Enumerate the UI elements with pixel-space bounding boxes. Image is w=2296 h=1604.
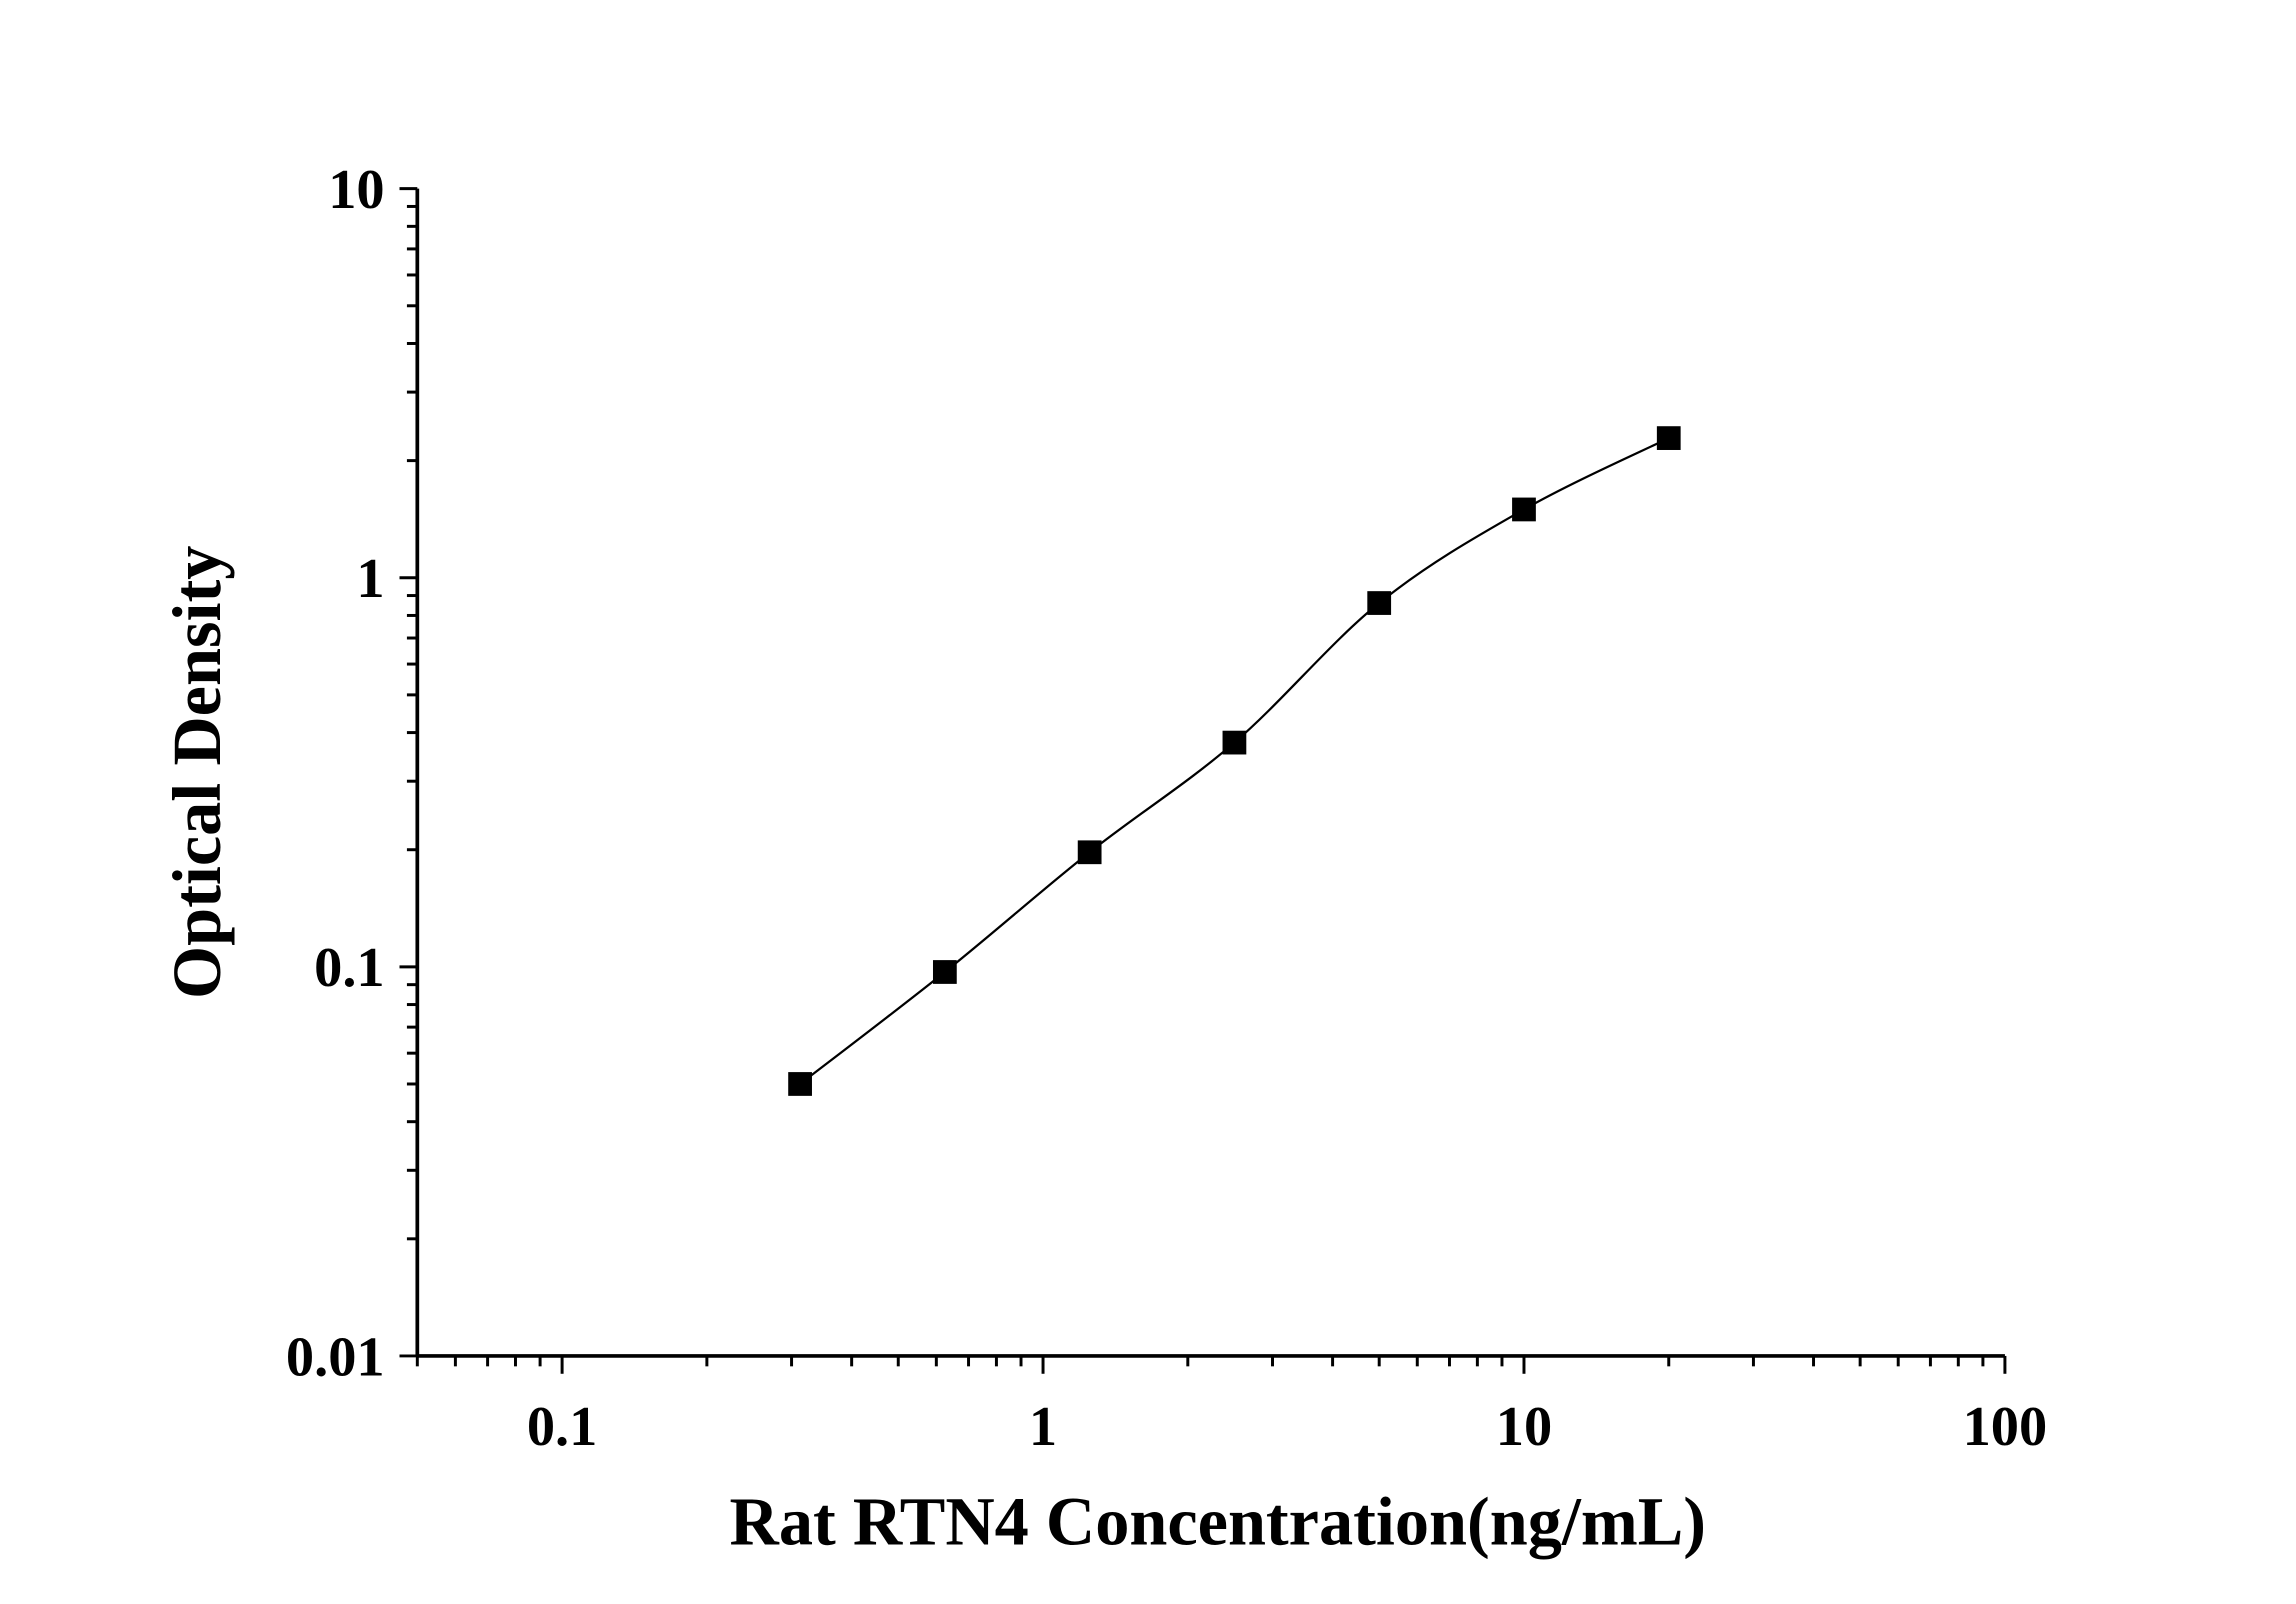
x-tick-label: 1 <box>1029 1396 1057 1458</box>
data-point <box>1656 426 1681 450</box>
axes <box>415 188 2005 1358</box>
x-tick-label: 100 <box>1963 1396 2048 1458</box>
data-point <box>1512 497 1536 522</box>
data-point <box>1222 730 1247 755</box>
x-axis-label: Rat RTN4 Concentration(ng/mL) <box>730 1484 1706 1560</box>
data-point <box>932 960 957 984</box>
y-tick-label: 1 <box>356 548 384 610</box>
data-point <box>1077 840 1102 865</box>
x-ticks: 0.1 1 10 100 <box>415 1355 2048 1458</box>
y-tick-label: 0.01 <box>286 1326 385 1388</box>
x-tick-label: 10 <box>1496 1396 1552 1458</box>
y-ticks: 0.01 0.1 1 10 <box>286 159 418 1388</box>
y-tick-label: 10 <box>328 159 384 221</box>
data-point <box>788 1072 812 1096</box>
y-tick-label: 0.1 <box>314 937 385 999</box>
fit-curve <box>799 437 1670 1085</box>
x-tick-label: 0.1 <box>527 1396 598 1458</box>
series <box>788 426 1681 1096</box>
y-axis-label: Optical Density <box>159 546 235 999</box>
data-point <box>1367 591 1392 615</box>
